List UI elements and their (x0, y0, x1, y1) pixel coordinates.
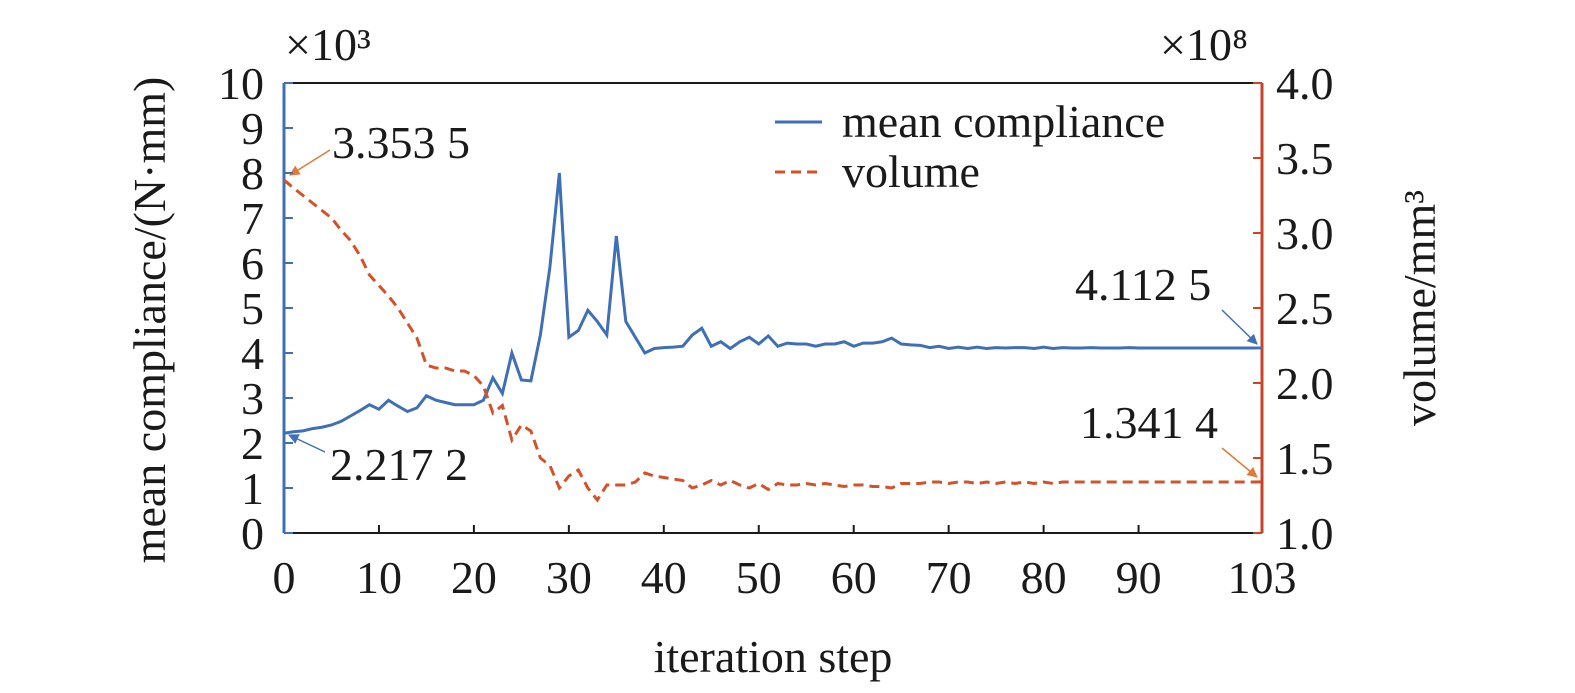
y-tick-label: 9 (241, 103, 264, 154)
x-tick-label: 10 (356, 552, 402, 603)
y-tick-label: 4 (241, 328, 264, 379)
y2-tick-label: 1.0 (1276, 508, 1334, 559)
y-tick-label: 10 (218, 58, 264, 109)
legend-label: mean compliance (842, 96, 1165, 147)
y-tick-label: 1 (241, 463, 264, 514)
y2-tick-label: 4.0 (1276, 58, 1334, 109)
x-tick-label: 0 (273, 552, 296, 603)
annotation: 3.353 5 (332, 117, 470, 168)
x-tick-label: 30 (546, 552, 592, 603)
annotation: 4.112 5 (1075, 259, 1211, 310)
x-tick-label: 20 (451, 552, 497, 603)
annotation: 2.217 2 (330, 439, 468, 490)
x-tick-label: 50 (736, 552, 782, 603)
annotation-arrow (1221, 309, 1258, 345)
y2-tick-label: 3.0 (1276, 208, 1334, 259)
y-multiplier: ×10³ (285, 19, 371, 70)
x-axis-label: iteration step (654, 631, 893, 682)
annotation: 1.341 4 (1080, 397, 1218, 448)
annotation-arrow (289, 149, 331, 176)
annotation-arrow (288, 434, 326, 453)
x-tick-label: 103 (1228, 552, 1297, 603)
y-axis-label: mean compliance/(N·mm) (124, 77, 175, 564)
y-tick-label: 2 (241, 418, 264, 469)
x-tick-label: 80 (1021, 552, 1067, 603)
y-tick-label: 6 (241, 238, 264, 289)
x-tick-label: 90 (1116, 552, 1162, 603)
series-line (283, 178, 1263, 503)
legend-label: volume (842, 146, 980, 197)
x-tick-label: 40 (641, 552, 687, 603)
y-tick-label: 0 (241, 508, 264, 559)
y2-axis-label: volume/mm³ (1394, 190, 1445, 426)
y-tick-label: 8 (241, 148, 264, 199)
y2-tick-label: 3.5 (1276, 133, 1334, 184)
x-tick-label: 70 (926, 552, 972, 603)
series-line (283, 172, 1263, 435)
y2-tick-label: 2.5 (1276, 283, 1334, 334)
annotation-arrow (1221, 447, 1258, 478)
x-tick-label: 60 (831, 552, 877, 603)
y2-tick-label: 2.0 (1276, 358, 1334, 409)
y2-tick-label: 1.5 (1276, 433, 1334, 484)
y-tick-label: 3 (241, 373, 264, 424)
y-tick-label: 7 (241, 193, 264, 244)
y2-multiplier: ×10⁸ (1160, 19, 1248, 70)
y-tick-label: 5 (241, 283, 264, 334)
